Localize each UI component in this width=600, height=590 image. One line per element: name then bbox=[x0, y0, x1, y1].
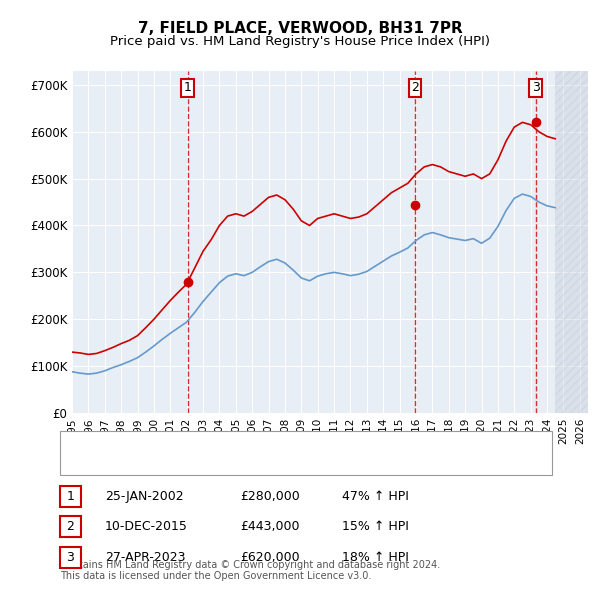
Text: Contains HM Land Registry data © Crown copyright and database right 2024.
This d: Contains HM Land Registry data © Crown c… bbox=[60, 559, 440, 581]
Text: 47% ↑ HPI: 47% ↑ HPI bbox=[342, 490, 409, 503]
Text: HPI: Average price, detached house, Dorset: HPI: Average price, detached house, Dors… bbox=[102, 458, 345, 467]
Text: 1: 1 bbox=[67, 490, 74, 503]
Text: 27-APR-2023: 27-APR-2023 bbox=[105, 551, 185, 564]
Text: ——: —— bbox=[72, 436, 89, 450]
Text: £620,000: £620,000 bbox=[240, 551, 299, 564]
Text: 25-JAN-2002: 25-JAN-2002 bbox=[105, 490, 184, 503]
Text: 1: 1 bbox=[184, 81, 192, 94]
Text: 15% ↑ HPI: 15% ↑ HPI bbox=[342, 520, 409, 533]
Text: 3: 3 bbox=[532, 81, 540, 94]
Text: ——: —— bbox=[72, 455, 89, 470]
Text: 18% ↑ HPI: 18% ↑ HPI bbox=[342, 551, 409, 564]
Text: 2: 2 bbox=[411, 81, 419, 94]
Text: 7, FIELD PLACE, VERWOOD, BH31 7PR: 7, FIELD PLACE, VERWOOD, BH31 7PR bbox=[137, 21, 463, 35]
Text: 2: 2 bbox=[67, 520, 74, 533]
Bar bbox=[555, 71, 588, 413]
Text: £280,000: £280,000 bbox=[240, 490, 300, 503]
Text: 10-DEC-2015: 10-DEC-2015 bbox=[105, 520, 188, 533]
Text: 3: 3 bbox=[67, 551, 74, 564]
Text: 7, FIELD PLACE, VERWOOD, BH31 7PR (detached house): 7, FIELD PLACE, VERWOOD, BH31 7PR (detac… bbox=[102, 438, 416, 448]
Text: Price paid vs. HM Land Registry's House Price Index (HPI): Price paid vs. HM Land Registry's House … bbox=[110, 35, 490, 48]
Text: £443,000: £443,000 bbox=[240, 520, 299, 533]
